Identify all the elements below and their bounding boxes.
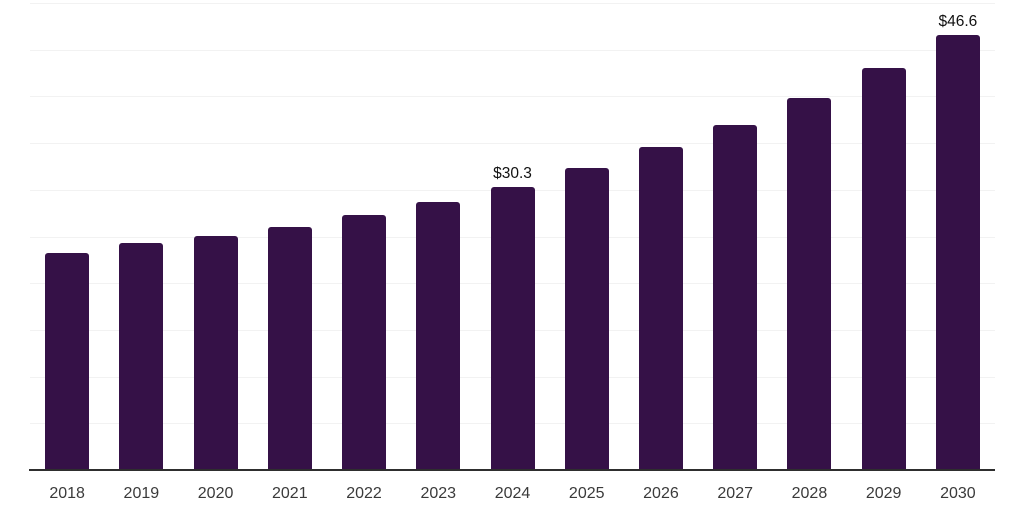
x-tick-label-2028: 2028	[791, 485, 828, 502]
gridline	[30, 96, 995, 98]
bar-value-label-2024: $30.3	[493, 165, 532, 182]
x-tick-label-2023: 2023	[420, 485, 457, 502]
gridline	[30, 49, 995, 51]
x-tick-label-2026: 2026	[643, 485, 679, 502]
bar-2027	[713, 125, 758, 470]
bar-value-label-2030: $46.6	[938, 12, 978, 30]
bar-2024	[490, 187, 535, 470]
x-tick-label-2019: 2019	[123, 485, 160, 502]
x-tick-label-2018: 2018	[49, 485, 85, 502]
bar-2029	[861, 68, 906, 470]
bar-2025	[564, 168, 609, 470]
bar-2023	[416, 201, 461, 470]
gridline	[30, 3, 995, 4]
bar-2018	[45, 253, 90, 470]
x-tick-label-2022: 2022	[346, 485, 382, 502]
x-tick-label-2020: 2020	[197, 485, 234, 502]
bar-2026	[638, 146, 683, 470]
x-tick-label-2024: 2024	[494, 485, 531, 502]
bar-2030	[935, 34, 980, 470]
x-tick-label-2030: 2030	[940, 485, 976, 502]
bar-2021	[267, 227, 312, 470]
x-tick-label-2029: 2029	[865, 485, 902, 502]
bar-2020	[193, 235, 238, 470]
x-tick-label-2025: 2025	[568, 485, 605, 502]
gridline	[30, 143, 995, 145]
x-tick-label-2021: 2021	[272, 485, 308, 502]
bar-2028	[787, 98, 832, 470]
x-tick-label-2027: 2027	[717, 485, 753, 502]
bar-2022	[342, 215, 387, 470]
bar-2019	[119, 243, 164, 470]
x-axis-line	[29, 469, 995, 471]
plot-area: $30.3 $46.6	[30, 3, 995, 470]
